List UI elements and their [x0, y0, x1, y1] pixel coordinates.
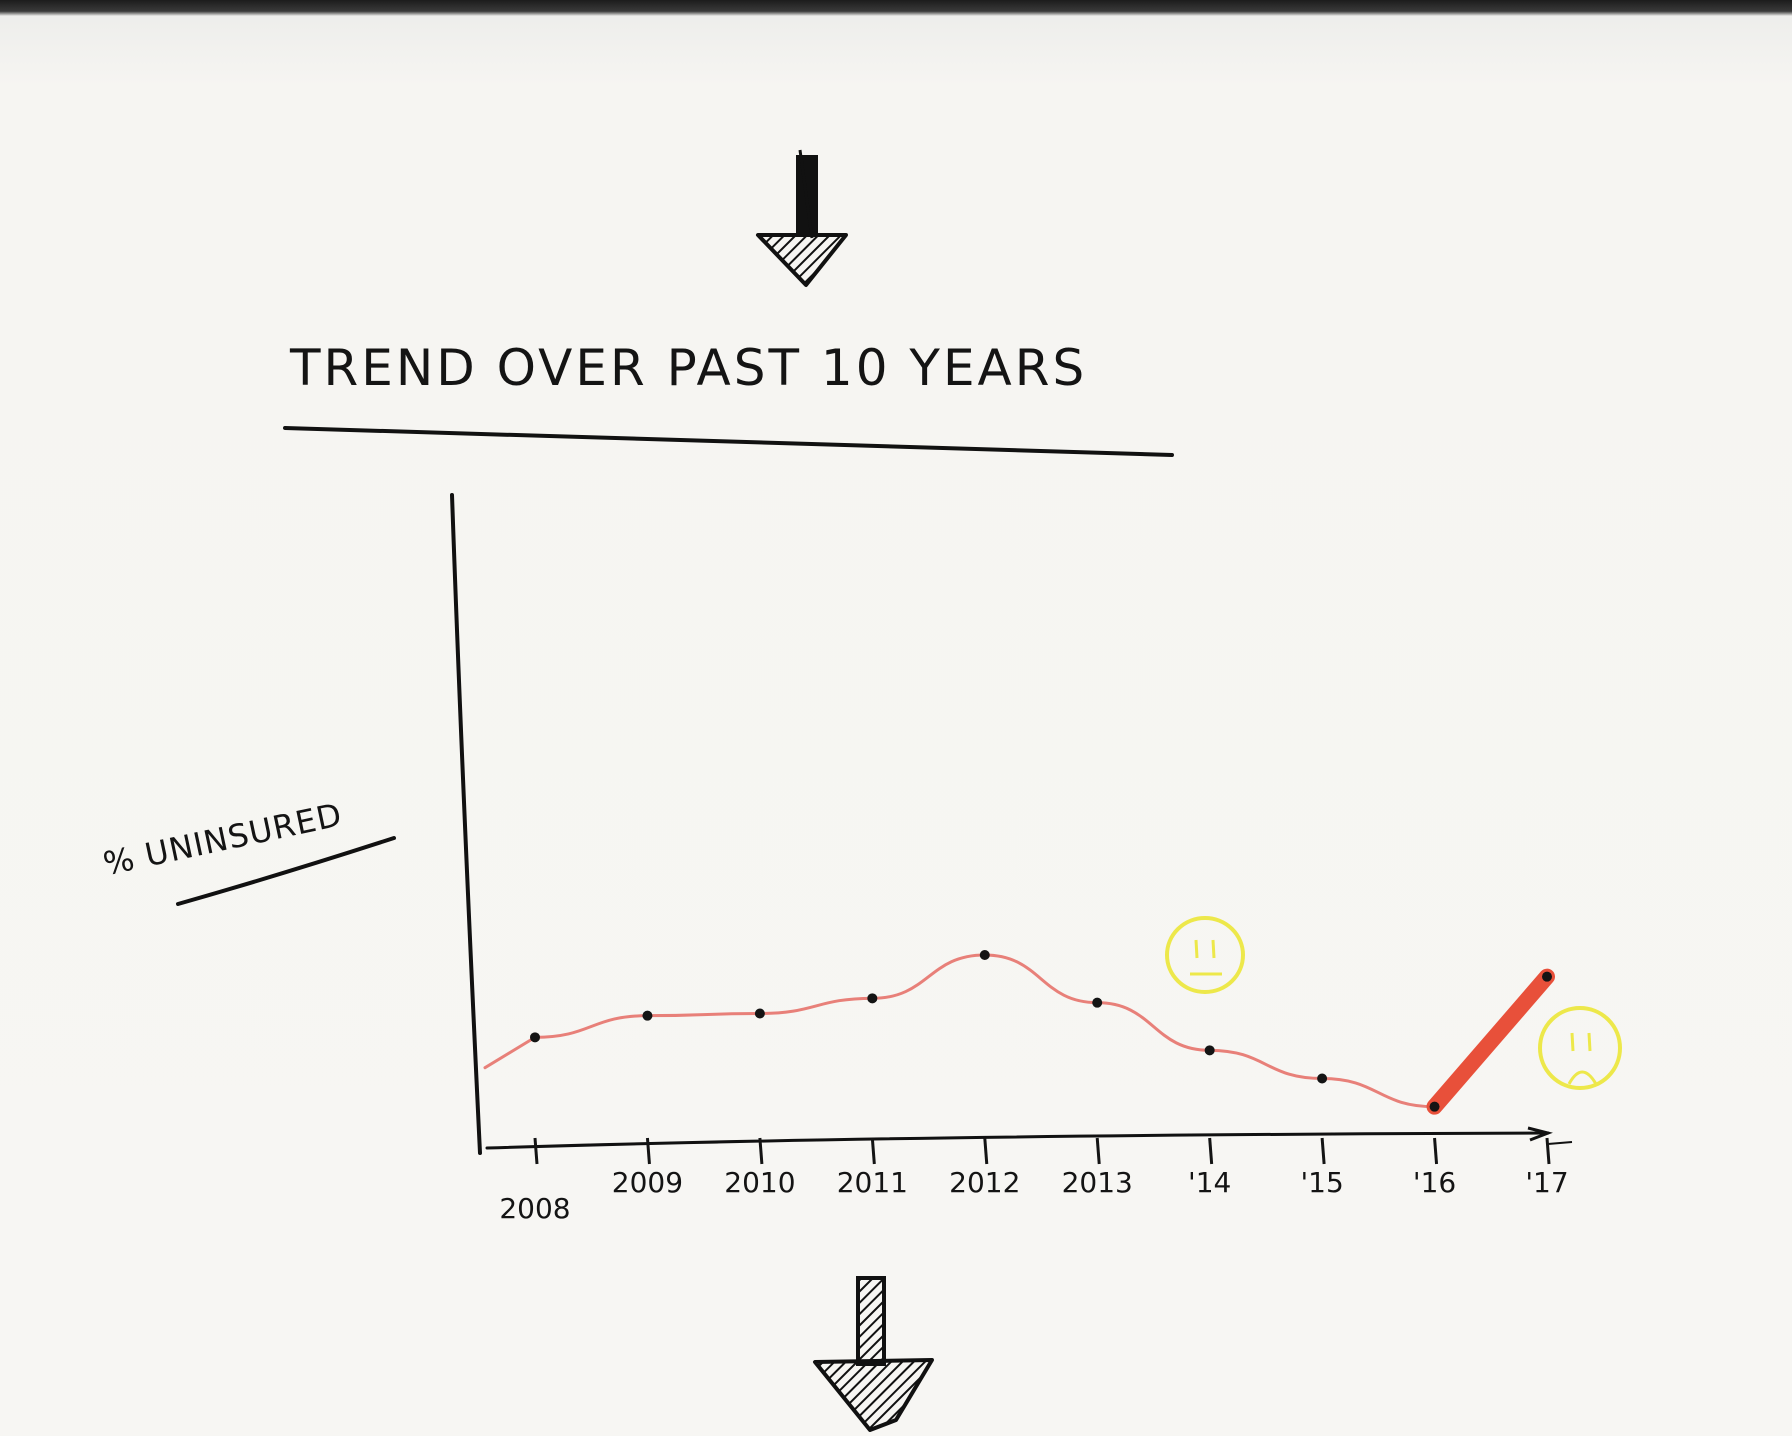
tick-marks [533, 1137, 1551, 1165]
tick-mark [870, 1137, 876, 1165]
data-point [979, 950, 990, 960]
x-axis-end-stroke [1547, 1141, 1573, 1145]
y-axis-label: % UNINSURED [100, 795, 346, 883]
x-tick-label: '15 [1300, 1166, 1343, 1199]
tick-mark [758, 1137, 764, 1165]
data-point [1092, 997, 1103, 1008]
data-point [867, 993, 878, 1004]
series-line [483, 953, 1437, 1109]
data-point [1542, 971, 1552, 982]
tick-mark [1095, 1137, 1101, 1165]
y-axis-label-underline [176, 836, 396, 906]
x-axis-arrowhead [1527, 1126, 1553, 1142]
x-axis [485, 1131, 1550, 1150]
tick-mark [1208, 1137, 1214, 1165]
tick-mark [983, 1137, 989, 1165]
y-axis [450, 493, 482, 1155]
data-points [530, 950, 1552, 1112]
data-point [754, 1008, 765, 1019]
highlight-segment [1426, 968, 1555, 1115]
x-tick-label: 2010 [724, 1166, 795, 1199]
data-point [642, 1010, 653, 1021]
tick-mark [645, 1137, 651, 1165]
data-point [1204, 1045, 1215, 1056]
x-tick-label: 2008 [499, 1192, 570, 1225]
x-tick-label: 2009 [612, 1166, 683, 1199]
sad-face-icon [1538, 1006, 1622, 1090]
x-tick-label: 2011 [837, 1166, 908, 1199]
data-point [530, 1032, 540, 1043]
tick-mark [1433, 1137, 1439, 1165]
x-tick-label: 2013 [1062, 1166, 1133, 1199]
tick-mark [533, 1137, 539, 1165]
neutral-face-icon [1165, 916, 1245, 994]
tick-mark [1545, 1137, 1551, 1165]
x-tick-label: '14 [1188, 1166, 1231, 1199]
x-tick-label: 2012 [949, 1166, 1020, 1199]
title-underline [283, 426, 1174, 457]
tick-labels: 2008 2009 2010 2011 2012 2013 '14 '15 '16 '17 [499, 1166, 1568, 1225]
x-tick-label: '16 [1413, 1166, 1456, 1199]
down-arrow-icon [756, 149, 848, 287]
chart-title: TREND OVER PAST 10 YEARS [289, 339, 1087, 397]
data-point [1317, 1073, 1328, 1084]
x-tick-label: '17 [1525, 1166, 1568, 1199]
series-lines [483, 953, 1555, 1115]
down-arrow-icon [813, 1276, 934, 1432]
data-point [1429, 1101, 1440, 1112]
paper-edge [0, 0, 1792, 16]
tick-mark [1320, 1137, 1326, 1165]
